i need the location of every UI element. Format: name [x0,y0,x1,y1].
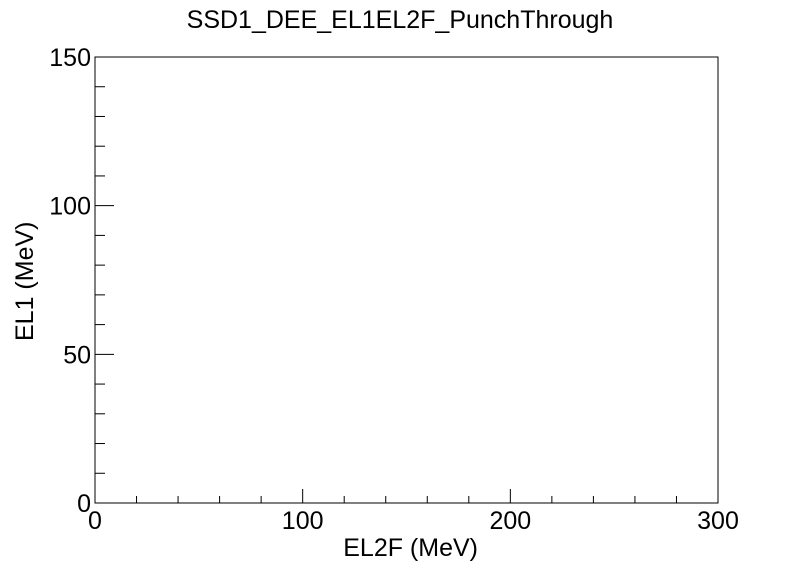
y-tick-label: 50 [63,341,91,369]
x-tick-label: 300 [697,507,739,535]
y-tick-label: 100 [49,193,91,221]
y-tick-label: 150 [49,44,91,72]
y-axis-title: EL1 (MeV) [11,222,39,341]
x-tick-label: 200 [489,507,531,535]
x-axis-title: EL2F (MeV) [343,534,478,562]
x-tick-label: 100 [282,507,324,535]
y-tick-label: 0 [77,490,91,518]
chart-title: SSD1_DEE_EL1EL2F_PunchThrough [187,6,614,34]
y-axis-tick-labels: 0 50 100 150 [49,44,91,518]
y-axis-ticks [95,56,114,504]
x-axis-tick-labels: 0 100 200 300 [88,507,739,535]
x-tick-label: 0 [88,507,102,535]
x-axis-ticks [94,489,719,503]
plot-frame [94,56,719,504]
